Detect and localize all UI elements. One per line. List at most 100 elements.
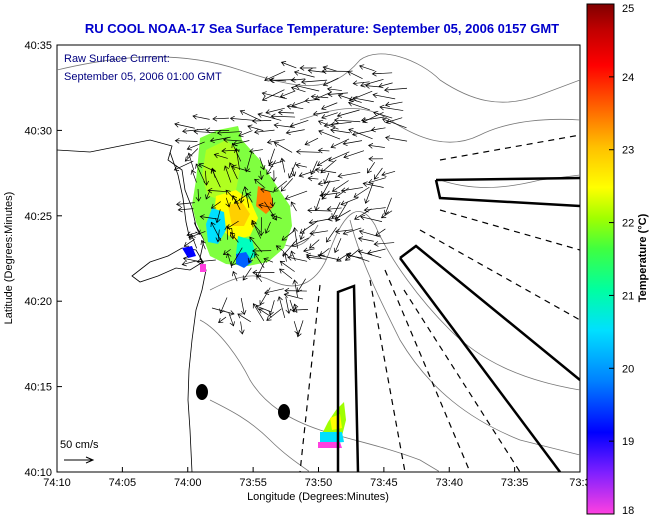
current-arrow <box>334 209 351 220</box>
current-arrow <box>254 253 265 269</box>
current-arrow <box>292 279 298 298</box>
current-arrow <box>221 148 241 154</box>
current-arrow <box>218 316 227 323</box>
current-arrow <box>367 143 385 149</box>
current-arrow <box>373 241 395 247</box>
current-arrow <box>258 202 273 209</box>
current-arrow <box>352 95 374 103</box>
current-arrow <box>212 115 229 122</box>
current-arrow <box>321 68 349 74</box>
current-arrow <box>210 168 221 188</box>
current-arrow <box>358 229 381 238</box>
current-arrow <box>321 180 331 197</box>
current-arrow <box>203 170 210 186</box>
current-arrow <box>327 91 348 97</box>
current-arrow <box>234 147 240 170</box>
current-arrow <box>266 308 282 321</box>
current-arrow <box>357 249 382 259</box>
current-arrow <box>292 307 309 313</box>
y-tick-label: 40:20 <box>24 296 52 308</box>
current-arrow <box>211 307 235 316</box>
current-arrow <box>231 247 243 267</box>
current-arrow <box>347 70 363 80</box>
x-tick-label: 73:50 <box>305 477 333 489</box>
current-arrow <box>362 111 384 124</box>
current-arrow <box>371 70 393 77</box>
current-arrow <box>331 180 349 192</box>
colorbar-tick-labels: 25 24 23 22 21 20 19 18 <box>609 3 634 517</box>
y-axis-label: Latitude (Degrees:Minutes) <box>3 192 15 325</box>
current-arrow <box>291 100 307 108</box>
current-arrow <box>252 269 275 276</box>
current-arrow <box>271 170 277 183</box>
current-arrow <box>210 201 221 209</box>
current-arrow <box>186 141 205 151</box>
current-arrow <box>354 208 372 220</box>
current-arrow <box>244 151 253 173</box>
current-arrow <box>237 313 251 323</box>
current-arrow <box>258 308 273 318</box>
current-arrow <box>215 209 221 224</box>
current-arrow <box>331 202 341 219</box>
y-tick-labels: 40:35 40:30 40:25 40:20 40:15 40:10 <box>24 40 62 479</box>
current-arrow <box>280 178 293 192</box>
current-arrow <box>193 128 217 135</box>
current-arrow <box>345 252 370 262</box>
current-arrow <box>326 227 337 243</box>
current-arrow <box>372 92 396 100</box>
current-arrow <box>277 296 286 319</box>
current-arrow <box>205 191 211 200</box>
current-arrow <box>362 181 384 188</box>
current-arrow <box>192 114 210 120</box>
current-arrow <box>232 140 250 147</box>
current-arrow <box>207 187 227 194</box>
current-arrow <box>360 116 385 123</box>
current-arrow <box>289 299 296 313</box>
current-arrow <box>293 70 315 78</box>
current-arrow <box>280 61 297 69</box>
current-arrow <box>228 162 238 180</box>
current-arrow <box>328 151 350 162</box>
current-arrow <box>259 157 266 171</box>
current-arrow <box>318 129 341 140</box>
current-arrow <box>238 130 253 138</box>
colorbar-tick-label: 21 <box>622 290 634 302</box>
x-tick-labels: 74:10 74:05 74:00 73:55 73:50 73:45 73:40 73:35… <box>43 467 591 489</box>
current-arrow <box>187 152 195 171</box>
current-arrow <box>177 206 194 213</box>
current-arrow <box>254 178 265 188</box>
current-arrow <box>260 187 274 193</box>
current-arrow <box>226 252 233 269</box>
current-arrow <box>247 124 264 131</box>
current-arrow <box>385 117 403 125</box>
shipping-lanes <box>336 176 580 472</box>
current-arrow <box>196 258 216 265</box>
current-arrow <box>321 102 338 111</box>
current-arrow <box>330 121 352 127</box>
hook-shoreline <box>169 151 191 241</box>
current-arrow <box>360 214 383 222</box>
current-arrow <box>251 248 272 254</box>
current-arrow <box>275 245 284 252</box>
current-arrow <box>333 117 361 124</box>
current-arrow <box>252 303 265 321</box>
figure-title: RU COOL NOAA-17 Sea Surface Temperature:… <box>85 21 559 36</box>
current-arrow <box>290 167 297 177</box>
current-arrow <box>295 162 308 169</box>
current-arrow <box>284 190 308 201</box>
current-arrow <box>231 164 251 173</box>
current-arrow <box>342 227 362 236</box>
current-arrow <box>326 206 342 212</box>
current-arrow <box>317 119 339 130</box>
current-arrow <box>383 197 392 216</box>
current-arrow <box>309 239 320 249</box>
current-arrow <box>326 86 342 93</box>
current-arrow <box>199 214 219 220</box>
current-arrow <box>330 138 350 149</box>
y-tick-label: 40:30 <box>24 125 52 137</box>
current-arrow <box>174 137 198 144</box>
current-arrow <box>261 89 285 102</box>
current-arrow <box>269 197 276 208</box>
y-tick-label: 40:15 <box>24 382 52 394</box>
current-arrow <box>312 110 329 117</box>
